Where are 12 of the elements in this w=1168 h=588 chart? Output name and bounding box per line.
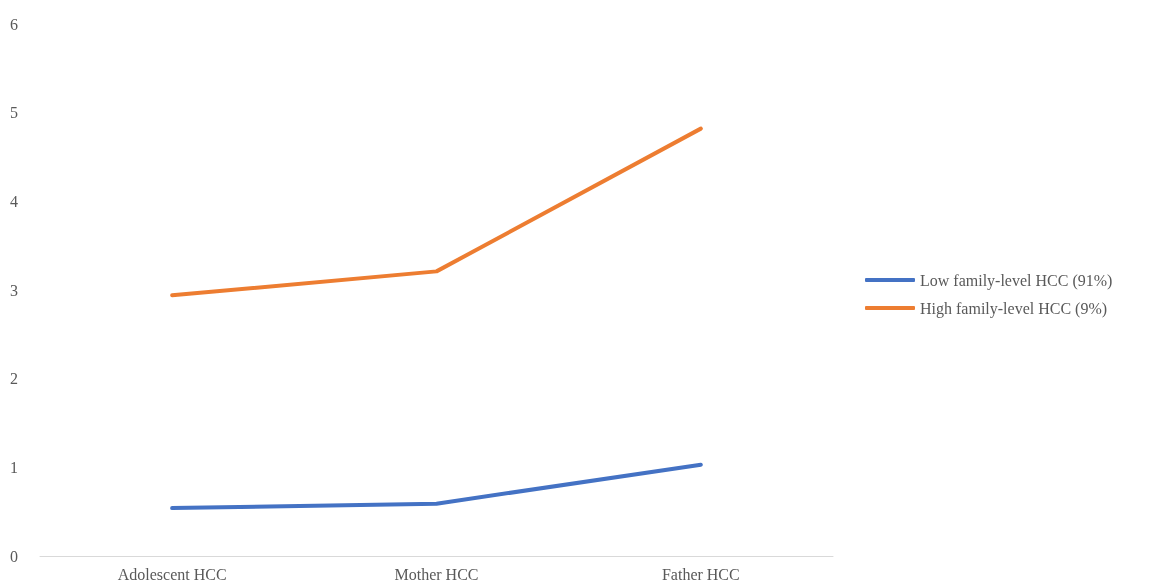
legend-label: Low family-level HCC (91%) [920,271,1113,290]
x-tick-label: Adolescent HCC [117,565,227,583]
y-tick-label: 4 [10,192,18,210]
y-tick-label: 6 [10,15,18,33]
y-tick-label: 5 [10,104,18,122]
y-tick-label: 3 [10,281,18,299]
x-tick-label: Father HCC [661,565,740,583]
x-tick-label: Mother HCC [394,565,479,583]
y-tick-label: 2 [10,370,18,388]
y-tick-label: 1 [10,458,18,476]
legend-label: High family-level HCC (9%) [920,299,1108,318]
y-tick-label: 0 [10,547,18,565]
